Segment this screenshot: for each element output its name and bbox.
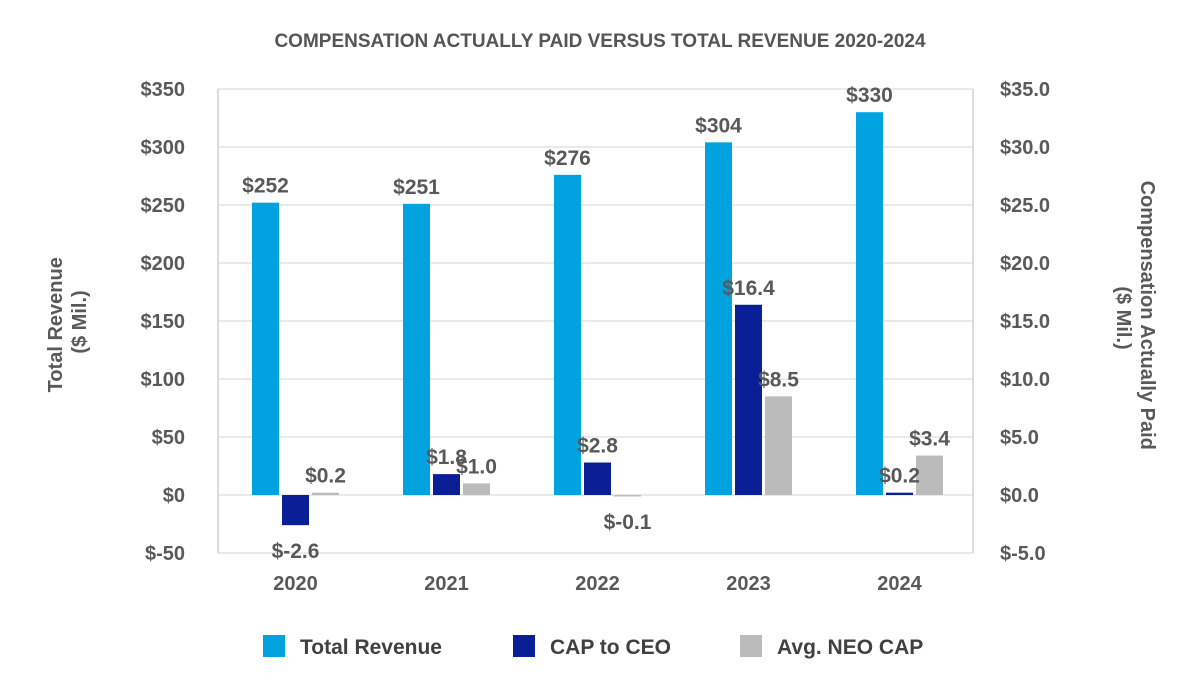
- bars: [252, 112, 943, 526]
- bar-total-revenue: [705, 142, 732, 496]
- bar-avg-neo-cap: [614, 495, 641, 497]
- legend: Total Revenue CAP to CEO Avg. NEO CAP: [263, 635, 923, 659]
- chart-title: COMPENSATION ACTUALLY PAID VERSUS TOTAL …: [274, 31, 926, 52]
- right-tick-label: $5.0: [1000, 427, 1039, 449]
- data-label: $330: [846, 84, 893, 107]
- data-label: $2.8: [577, 435, 618, 458]
- category-label: 2020: [273, 573, 318, 595]
- right-tick-label: $0.0: [1000, 485, 1039, 507]
- bar-avg-neo-cap: [765, 396, 792, 495]
- right-tick-label: $20.0: [1000, 253, 1050, 275]
- data-label: $3.4: [909, 428, 950, 451]
- data-label: $304: [695, 114, 742, 137]
- data-label: $8.5: [758, 368, 799, 391]
- bar-avg-neo-cap: [312, 492, 339, 495]
- right-axis-title-line2: ($ Mil.): [1112, 286, 1134, 349]
- data-label: $276: [544, 147, 591, 170]
- data-label: $-2.6: [272, 540, 320, 563]
- legend-swatch: [740, 635, 762, 657]
- bar-total-revenue: [403, 203, 430, 495]
- legend-swatch: [513, 635, 535, 657]
- left-axis-title-line1: Total Revenue: [45, 257, 67, 392]
- data-label: $1.0: [456, 455, 497, 478]
- left-tick-label: $50: [152, 427, 185, 449]
- bar-total-revenue: [554, 174, 581, 495]
- bar-cap-to-ceo: [282, 495, 309, 526]
- category-label: 2024: [877, 573, 922, 595]
- bar-avg-neo-cap: [916, 455, 943, 495]
- right-axis-title-line1: Compensation Actually Paid: [1136, 181, 1158, 450]
- gridlines: [218, 88, 973, 554]
- right-tick-label: $30.0: [1000, 137, 1050, 159]
- right-axis-title: Compensation Actually Paid ($ Mil.): [1112, 181, 1158, 456]
- bar-total-revenue: [252, 202, 279, 495]
- left-tick-label: $300: [141, 137, 186, 159]
- left-axis-title-line2: ($ Mil.): [69, 290, 91, 353]
- data-label: $0.2: [305, 465, 346, 488]
- data-label: $252: [242, 175, 289, 198]
- data-label: $251: [393, 176, 440, 199]
- right-tick-label: $10.0: [1000, 369, 1050, 391]
- category-label: 2023: [726, 573, 771, 595]
- left-tick-label: $0: [163, 485, 185, 507]
- data-labels: $252 $-2.6 $0.2 $251 $1.8$1.0 $276 $2.8 $-0.1 $3…: [242, 84, 950, 563]
- category-label: 2021: [424, 573, 469, 595]
- bar-total-revenue: [856, 112, 883, 495]
- data-label: $-0.1: [604, 511, 652, 534]
- legend-label: CAP to CEO: [550, 636, 671, 659]
- legend-label: Avg. NEO CAP: [777, 636, 923, 659]
- left-tick-label: $200: [141, 253, 186, 275]
- right-tick-label: $35.0: [1000, 79, 1050, 101]
- left-tick-label: $350: [141, 79, 186, 101]
- data-label: $16.4: [722, 277, 775, 300]
- data-label: $0.2: [879, 465, 920, 488]
- axes: $-50 $-5.0 $0 $0.0 $50 $5.0 $100 $10.0 $150 $15.0…: [141, 79, 1051, 595]
- bar-cap-to-ceo: [433, 474, 460, 495]
- right-tick-label: $25.0: [1000, 195, 1050, 217]
- bar-cap-to-ceo: [886, 492, 913, 495]
- bar-cap-to-ceo: [584, 462, 611, 495]
- data-label: $1.8: [426, 446, 467, 469]
- legend-swatch: [263, 635, 285, 657]
- category-label: 2022: [575, 573, 620, 595]
- bar-cap-to-ceo: [735, 304, 762, 495]
- bar-avg-neo-cap: [463, 483, 490, 495]
- left-tick-label: $150: [141, 311, 186, 333]
- legend-label: Total Revenue: [300, 636, 442, 659]
- right-tick-label: $-5.0: [1000, 543, 1046, 565]
- left-axis-title: Total Revenue ($ Mil.): [45, 252, 91, 393]
- left-tick-label: $-50: [145, 543, 185, 565]
- left-tick-label: $250: [141, 195, 186, 217]
- right-tick-label: $15.0: [1000, 311, 1050, 333]
- left-tick-label: $100: [141, 369, 186, 391]
